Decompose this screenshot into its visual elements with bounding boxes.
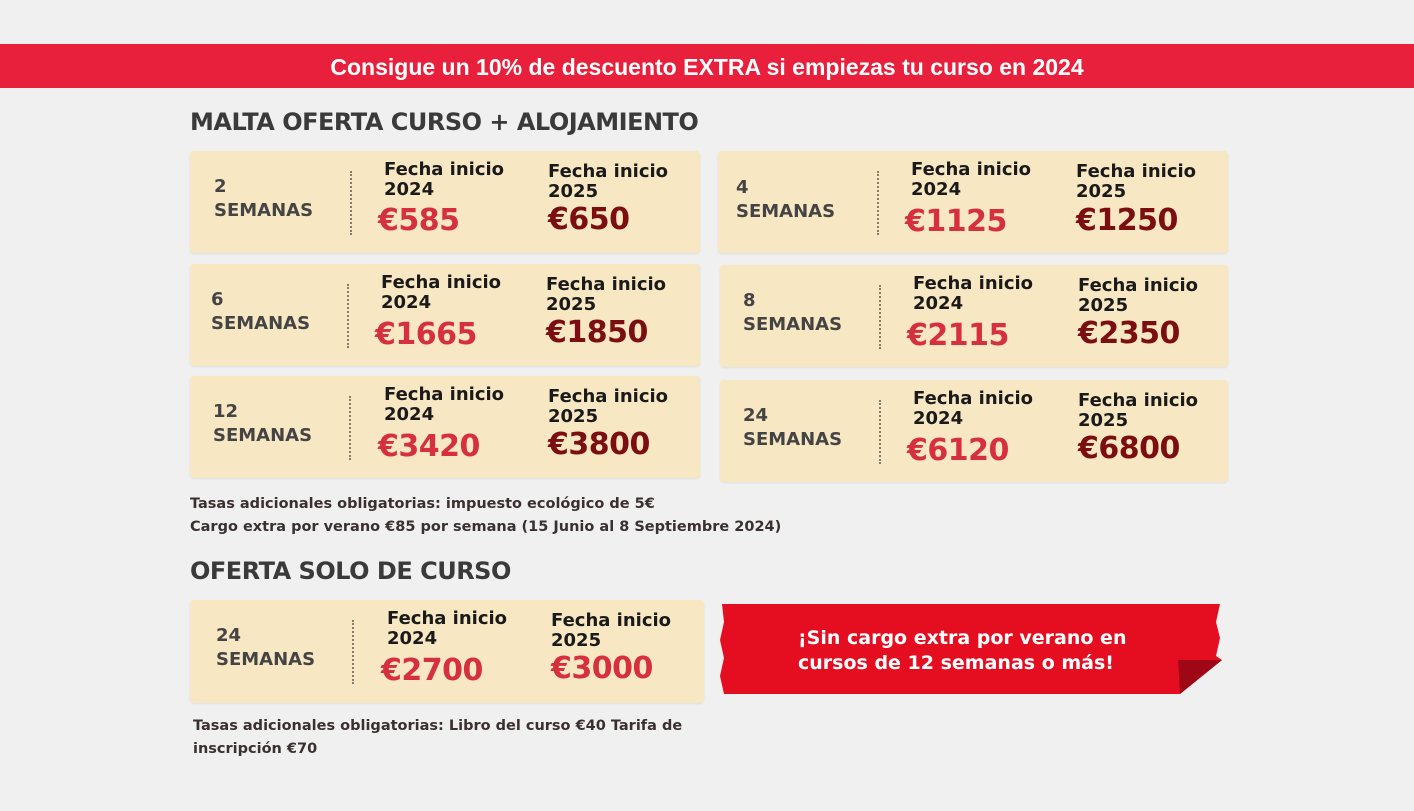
promo-banner: Consigue un 10% de descuento EXTRA si em… (0, 44, 1414, 88)
dotted-divider (352, 620, 354, 684)
price-2025: €3800 (548, 427, 650, 462)
weeks-number: 12 (213, 401, 239, 422)
weeks-label: 24 SEMANAS (216, 624, 315, 672)
price-card-course-24-weeks: 24 SEMANAS Fecha inicio 2024 €2700 Fecha… (190, 600, 704, 703)
weeks-unit: SEMANAS (736, 201, 836, 222)
start-date-label-2025: Fecha inicio 2025 (1076, 161, 1197, 202)
start-date-label-2024: Fecha inicio 2024 (913, 388, 1034, 429)
start-date-label-2025: Fecha inicio 2025 (1078, 275, 1199, 316)
price-2025: €3000 (551, 651, 653, 686)
col-2024: Fecha inicio 2024 (387, 609, 527, 649)
weeks-number: 24 (216, 625, 242, 646)
price-2024: €6120 (907, 433, 1009, 468)
start-date-label-2025: Fecha inicio 2025 (548, 386, 669, 427)
col-2025: Fecha inicio 2025 (1078, 276, 1218, 316)
dotted-divider (349, 396, 351, 460)
price-card-2-weeks: 2 SEMANAS Fecha inicio 2024 €585 Fecha i… (190, 151, 700, 253)
weeks-label: 6 SEMANAS (211, 288, 310, 336)
dotted-divider (879, 285, 881, 349)
section-title-malta: MALTA OFERTA CURSO + ALOJAMIENTO (190, 108, 699, 136)
weeks-label: 24 SEMANAS (743, 404, 842, 452)
price-2025: €650 (548, 202, 630, 237)
price-2025: €1850 (546, 315, 648, 350)
col-2025: Fecha inicio 2025 (1076, 162, 1216, 202)
start-date-label-2025: Fecha inicio 2025 (548, 161, 669, 202)
col-2025: Fecha inicio 2025 (548, 162, 678, 202)
summer-promo-ribbon: ¡Sin cargo extra por verano en cursos de… (720, 604, 1222, 694)
price-2024: €1125 (905, 204, 1007, 239)
ribbon-line: ¡Sin cargo extra por verano en (798, 627, 1127, 649)
start-date-label-2024: Fecha inicio 2024 (911, 159, 1032, 200)
weeks-unit: SEMANAS (214, 200, 314, 221)
col-2024: Fecha inicio 2024 (911, 160, 1051, 200)
price-2024: €2115 (907, 318, 1009, 353)
weeks-label: 4 SEMANAS (736, 176, 835, 224)
weeks-number: 8 (743, 290, 756, 311)
price-2024: €1665 (375, 317, 477, 352)
start-date-label-2024: Fecha inicio 2024 (384, 159, 505, 200)
col-2024: Fecha inicio 2024 (381, 273, 521, 313)
price-card-6-weeks: 6 SEMANAS Fecha inicio 2024 €1665 Fecha … (190, 264, 700, 366)
price-2024: €3420 (378, 429, 480, 464)
ribbon-text: ¡Sin cargo extra por verano en cursos de… (798, 626, 1126, 676)
dotted-divider (879, 400, 881, 464)
weeks-number: 24 (743, 405, 769, 426)
start-date-label-2024: Fecha inicio 2024 (384, 384, 505, 425)
dotted-divider (350, 171, 352, 235)
price-card-4-weeks: 4 SEMANAS Fecha inicio 2024 €1125 Fecha … (718, 151, 1228, 253)
price-2025: €1250 (1076, 203, 1178, 238)
price-2024: €585 (378, 203, 460, 238)
fees-note: Tasas adicionales obligatorias: impuesto… (190, 493, 781, 539)
col-2025: Fecha inicio 2025 (548, 387, 688, 427)
price-card-8-weeks: 8 SEMANAS Fecha inicio 2024 €2115 Fecha … (720, 265, 1228, 367)
start-date-label-2025: Fecha inicio 2025 (551, 610, 672, 651)
dotted-divider (877, 171, 879, 235)
weeks-unit: SEMANAS (211, 313, 311, 334)
section-title-course-only: OFERTA SOLO DE CURSO (190, 557, 511, 585)
price-card-24-weeks: 24 SEMANAS Fecha inicio 2024 €6120 Fecha… (720, 380, 1228, 482)
start-date-label-2024: Fecha inicio 2024 (387, 608, 508, 649)
dotted-divider (347, 284, 349, 348)
col-2024: Fecha inicio 2024 (913, 274, 1053, 314)
start-date-label-2025: Fecha inicio 2025 (1078, 390, 1199, 431)
note-line: Tasas adicionales obligatorias: Libro de… (193, 718, 683, 734)
weeks-unit: SEMANAS (743, 429, 843, 450)
price-2025: €6800 (1078, 431, 1180, 466)
note-line: inscripción €70 (193, 741, 318, 757)
col-2024: Fecha inicio 2024 (384, 160, 524, 200)
weeks-number: 4 (736, 177, 749, 198)
col-2024: Fecha inicio 2024 (913, 389, 1053, 429)
col-2025: Fecha inicio 2025 (1078, 391, 1218, 431)
ribbon-line: cursos de 12 semanas o más! (798, 652, 1114, 674)
ribbon-shape (720, 604, 1222, 694)
course-fees-note: Tasas adicionales obligatorias: Libro de… (193, 715, 682, 761)
weeks-unit: SEMANAS (216, 649, 316, 670)
weeks-label: 12 SEMANAS (213, 400, 312, 448)
weeks-label: 2 SEMANAS (214, 175, 313, 223)
start-date-label-2024: Fecha inicio 2024 (381, 272, 502, 313)
price-2025: €2350 (1078, 316, 1180, 351)
weeks-unit: SEMANAS (213, 425, 313, 446)
col-2025: Fecha inicio 2025 (546, 275, 686, 315)
weeks-number: 2 (214, 176, 227, 197)
note-line: Tasas adicionales obligatorias: impuesto… (190, 496, 655, 512)
col-2025: Fecha inicio 2025 (551, 611, 691, 651)
price-2024: €2700 (381, 653, 483, 688)
note-line: Cargo extra por verano €85 por semana (1… (190, 519, 782, 535)
col-2024: Fecha inicio 2024 (384, 385, 524, 425)
start-date-label-2024: Fecha inicio 2024 (913, 273, 1034, 314)
weeks-unit: SEMANAS (743, 314, 843, 335)
price-card-12-weeks: 12 SEMANAS Fecha inicio 2024 €3420 Fecha… (190, 376, 700, 478)
weeks-number: 6 (211, 289, 224, 310)
start-date-label-2025: Fecha inicio 2025 (546, 274, 667, 315)
weeks-label: 8 SEMANAS (743, 289, 842, 337)
